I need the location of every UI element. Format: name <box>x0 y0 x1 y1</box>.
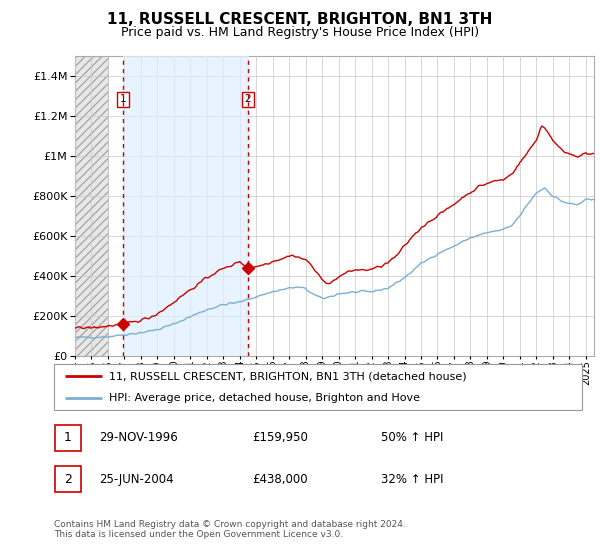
Text: 11, RUSSELL CRESCENT, BRIGHTON, BN1 3TH: 11, RUSSELL CRESCENT, BRIGHTON, BN1 3TH <box>107 12 493 27</box>
Text: 29-NOV-1996: 29-NOV-1996 <box>99 431 178 445</box>
Text: 1: 1 <box>64 431 72 445</box>
Text: 2: 2 <box>64 473 72 486</box>
Text: HPI: Average price, detached house, Brighton and Hove: HPI: Average price, detached house, Brig… <box>109 393 421 403</box>
Bar <box>123 56 248 356</box>
Text: 25-JUN-2004: 25-JUN-2004 <box>99 473 173 486</box>
Text: 32% ↑ HPI: 32% ↑ HPI <box>381 473 443 486</box>
Bar <box>75 56 108 356</box>
Text: £438,000: £438,000 <box>252 473 308 486</box>
Text: 2: 2 <box>245 95 251 105</box>
Bar <box>75 56 108 356</box>
Text: Contains HM Land Registry data © Crown copyright and database right 2024.
This d: Contains HM Land Registry data © Crown c… <box>54 520 406 539</box>
Text: £159,950: £159,950 <box>252 431 308 445</box>
Text: 50% ↑ HPI: 50% ↑ HPI <box>381 431 443 445</box>
Text: 1: 1 <box>120 95 127 105</box>
Text: 11, RUSSELL CRESCENT, BRIGHTON, BN1 3TH (detached house): 11, RUSSELL CRESCENT, BRIGHTON, BN1 3TH … <box>109 371 467 381</box>
Text: Price paid vs. HM Land Registry's House Price Index (HPI): Price paid vs. HM Land Registry's House … <box>121 26 479 39</box>
